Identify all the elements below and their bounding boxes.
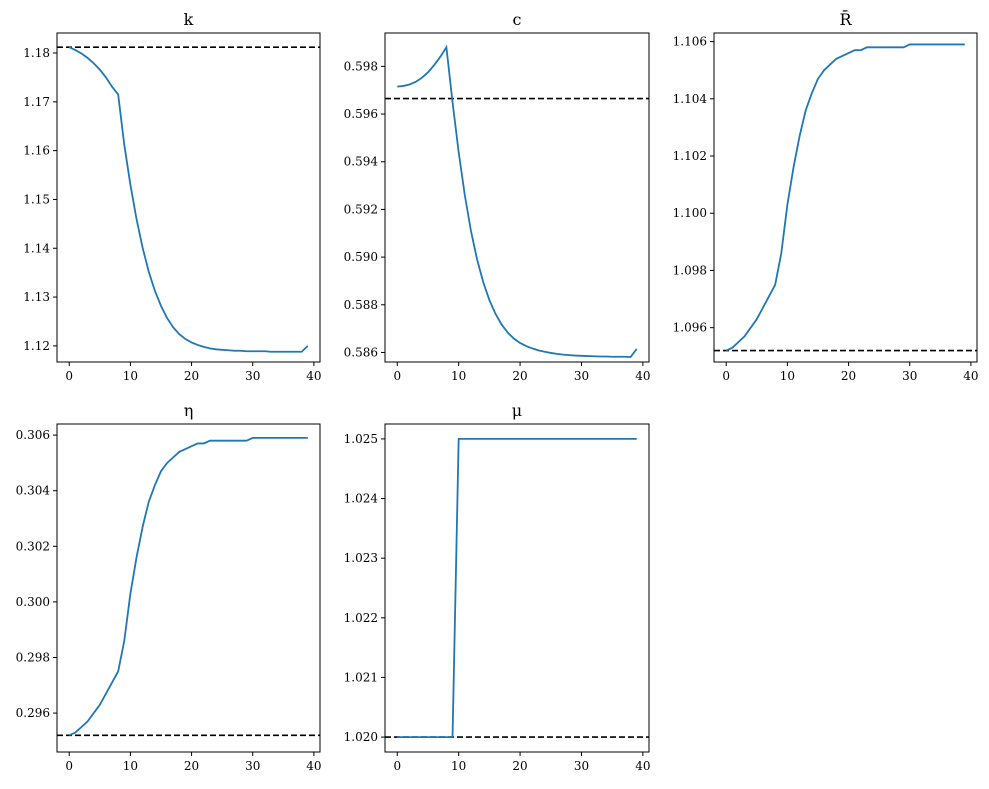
x-tick-label-r-bar-20: 20 [841, 369, 856, 383]
x-tick-label-eta-30: 30 [245, 759, 260, 773]
y-tick-label-r-bar-5: 1.106 [673, 35, 707, 49]
y-tick-label-eta-2: 0.300 [16, 595, 50, 609]
chart-eta: η 0 10 20 30 40 0.296 0.298 0.300 0.302 0.304 0.306 [16, 401, 322, 773]
x-tick-label-r-bar-0: 0 [722, 369, 730, 383]
x-tick-label-mu-40: 40 [635, 759, 650, 773]
y-tick-label-k-1: 1.13 [23, 290, 50, 304]
plot-frame-k [56, 32, 321, 363]
chart-r-bar: R̄ 0 10 20 30 40 1.096 1.098 1.100 1.102 1.104 1.10… [673, 8, 979, 383]
x-tick-label-eta-20: 20 [184, 759, 199, 773]
chart-title-r-bar: R̄ [839, 8, 852, 29]
y-tick-label-mu-0: 1.020 [344, 730, 378, 744]
x-tick-label-r-bar-30: 30 [902, 369, 917, 383]
x-tick-label-k-10: 10 [123, 369, 138, 383]
y-tick-label-eta-5: 0.306 [16, 428, 50, 442]
y-tick-label-c-4: 0.594 [344, 155, 379, 169]
x-tick-label-mu-0: 0 [393, 759, 401, 773]
series-line-eta [68, 437, 308, 737]
x-tick-label-k-0: 0 [65, 369, 73, 383]
x-tick-label-c-0: 0 [393, 369, 401, 383]
x-tick-label-r-bar-10: 10 [780, 369, 795, 383]
y-tick-label-mu-5: 1.025 [344, 432, 378, 446]
y-tick-label-r-bar-1: 1.098 [673, 263, 707, 277]
y-tick-label-r-bar-2: 1.100 [673, 206, 707, 220]
x-tick-label-mu-10: 10 [451, 759, 466, 773]
y-tick-label-mu-2: 1.022 [344, 611, 378, 625]
plot-frame-mu [384, 423, 650, 753]
y-tick-label-mu-1: 1.021 [344, 670, 378, 684]
chart-mu: μ 0 10 20 30 40 1.020 1.021 1.022 1.023 1.024 1.025 [344, 401, 651, 773]
chart-title-c: c [513, 10, 522, 29]
y-tick-label-c-6: 0.598 [344, 59, 378, 73]
y-tick-label-mu-4: 1.024 [344, 492, 379, 506]
y-tick-label-k-2: 1.14 [23, 241, 50, 255]
y-tick-label-k-6: 1.18 [23, 46, 50, 60]
x-tick-label-mu-20: 20 [512, 759, 527, 773]
y-tick-label-r-bar-3: 1.102 [673, 149, 707, 163]
x-tick-label-mu-30: 30 [574, 759, 589, 773]
x-tick-label-k-20: 20 [184, 369, 199, 383]
chart-c: c 0 10 20 30 40 0.586 0.588 0.590 0.592 0.594 0.596… [344, 10, 651, 383]
y-tick-label-k-3: 1.15 [23, 192, 50, 206]
y-tick-label-r-bar-0: 1.096 [673, 321, 707, 335]
y-tick-label-eta-4: 0.304 [16, 484, 51, 498]
series-line-r-bar [725, 43, 965, 352]
y-tick-label-c-5: 0.596 [344, 107, 378, 121]
series-line-mu [397, 438, 637, 738]
y-tick-label-eta-0: 0.296 [16, 706, 50, 720]
y-tick-label-c-0: 0.586 [344, 345, 378, 359]
x-tick-label-c-10: 10 [451, 369, 466, 383]
y-tick-label-mu-3: 1.023 [344, 551, 378, 565]
x-tick-label-eta-40: 40 [306, 759, 321, 773]
x-tick-label-r-bar-40: 40 [963, 369, 978, 383]
chart-k: k 0 10 20 30 40 1.12 1.13 1.14 1.15 1.16 1.17 1.18 [23, 10, 321, 383]
x-tick-label-c-40: 40 [635, 369, 650, 383]
x-tick-label-c-20: 20 [512, 369, 527, 383]
chart-title-eta: η [184, 401, 194, 420]
y-tick-label-c-3: 0.592 [344, 202, 378, 216]
y-tick-label-k-5: 1.17 [23, 95, 50, 109]
plot-frame-r-bar [713, 32, 978, 363]
series-line-c [397, 44, 638, 358]
y-tick-label-c-1: 0.588 [344, 298, 378, 312]
chart-title-k: k [184, 10, 194, 29]
chart-title-mu: μ [512, 401, 522, 420]
y-tick-label-k-0: 1.12 [23, 339, 50, 353]
x-tick-label-eta-10: 10 [123, 759, 138, 773]
series-line-k [68, 46, 309, 353]
y-tick-label-r-bar-4: 1.104 [673, 92, 708, 106]
y-tick-label-c-2: 0.590 [344, 250, 378, 264]
plot-frame-eta [56, 423, 321, 753]
y-tick-label-eta-3: 0.302 [16, 539, 50, 553]
y-tick-label-k-4: 1.16 [23, 144, 50, 158]
x-tick-label-c-30: 30 [574, 369, 589, 383]
y-tick-label-eta-1: 0.298 [16, 650, 50, 664]
x-tick-label-k-40: 40 [306, 369, 321, 383]
plot-frame-c [384, 32, 650, 363]
x-tick-label-k-30: 30 [245, 369, 260, 383]
x-tick-label-eta-0: 0 [65, 759, 73, 773]
